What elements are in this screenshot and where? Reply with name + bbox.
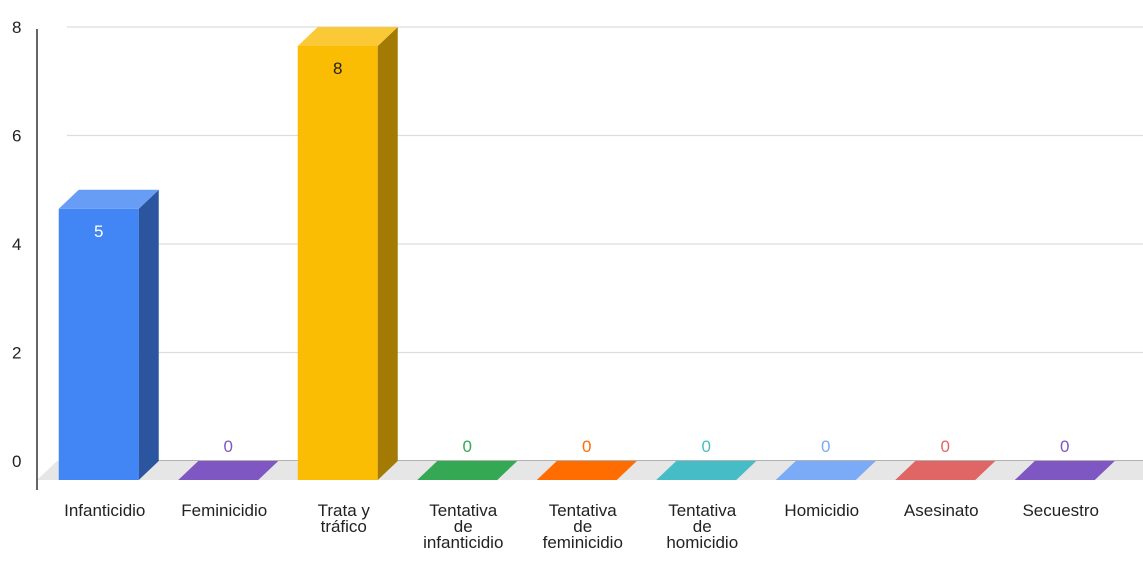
x-axis-labels: Infanticidio Feminicidio Trata y tráfico Ten… — [64, 501, 1099, 552]
x-tick-label: Trata y tráfico — [318, 501, 371, 536]
bar-flat — [536, 461, 637, 480]
x-tick-label: Tentativa de infanticidio — [423, 501, 503, 552]
data-label: 0 — [224, 437, 233, 456]
bar-side — [138, 189, 159, 480]
bar-flat — [417, 461, 518, 480]
bar: 0 — [656, 437, 757, 480]
bar-front — [58, 208, 139, 480]
x-tick-label: Feminicidio — [181, 501, 267, 520]
bar-series: 5 0 8 0 0 0 0 0 0 — [58, 27, 1115, 480]
bar: 8 — [297, 27, 398, 480]
bar: 0 — [178, 437, 279, 480]
y-axis: 0 2 4 6 8 — [12, 18, 38, 490]
bar-flat — [178, 461, 279, 480]
data-label: 5 — [94, 222, 103, 241]
data-label: 0 — [582, 437, 591, 456]
bar-flat — [895, 461, 996, 480]
x-tick-label: Infanticidio — [64, 501, 145, 520]
data-label: 0 — [1060, 437, 1069, 456]
data-label: 0 — [821, 437, 830, 456]
bar-flat — [656, 461, 757, 480]
data-label: 8 — [333, 59, 342, 78]
bar: 0 — [1014, 437, 1115, 480]
bar: 0 — [775, 437, 876, 480]
x-tick-label: Homicidio — [784, 501, 859, 520]
y-tick-label: 0 — [12, 452, 21, 471]
bar-top — [297, 27, 398, 46]
y-tick-label: 6 — [12, 127, 21, 146]
bar-side — [377, 27, 398, 480]
y-tick-label: 8 — [12, 18, 21, 37]
x-tick-label: Tentativa de feminicidio — [543, 501, 623, 552]
data-label: 0 — [702, 437, 711, 456]
data-label: 0 — [941, 437, 950, 456]
bar-flat — [775, 461, 876, 480]
bar: 0 — [536, 437, 637, 480]
bar: 5 — [58, 189, 159, 480]
bar-top — [58, 189, 159, 209]
y-tick-label: 4 — [12, 235, 21, 254]
x-tick-label: Asesinato — [904, 501, 979, 520]
bar-front — [297, 46, 378, 480]
x-tick-label: Secuestro — [1022, 501, 1099, 520]
x-tick-label: Tentativa de homicidio — [666, 501, 738, 552]
grid-lines — [67, 26, 1143, 462]
data-label: 0 — [463, 437, 472, 456]
bar-flat — [1014, 461, 1115, 480]
bar: 0 — [895, 437, 996, 480]
bar: 0 — [417, 437, 518, 480]
y-tick-label: 2 — [12, 344, 21, 363]
